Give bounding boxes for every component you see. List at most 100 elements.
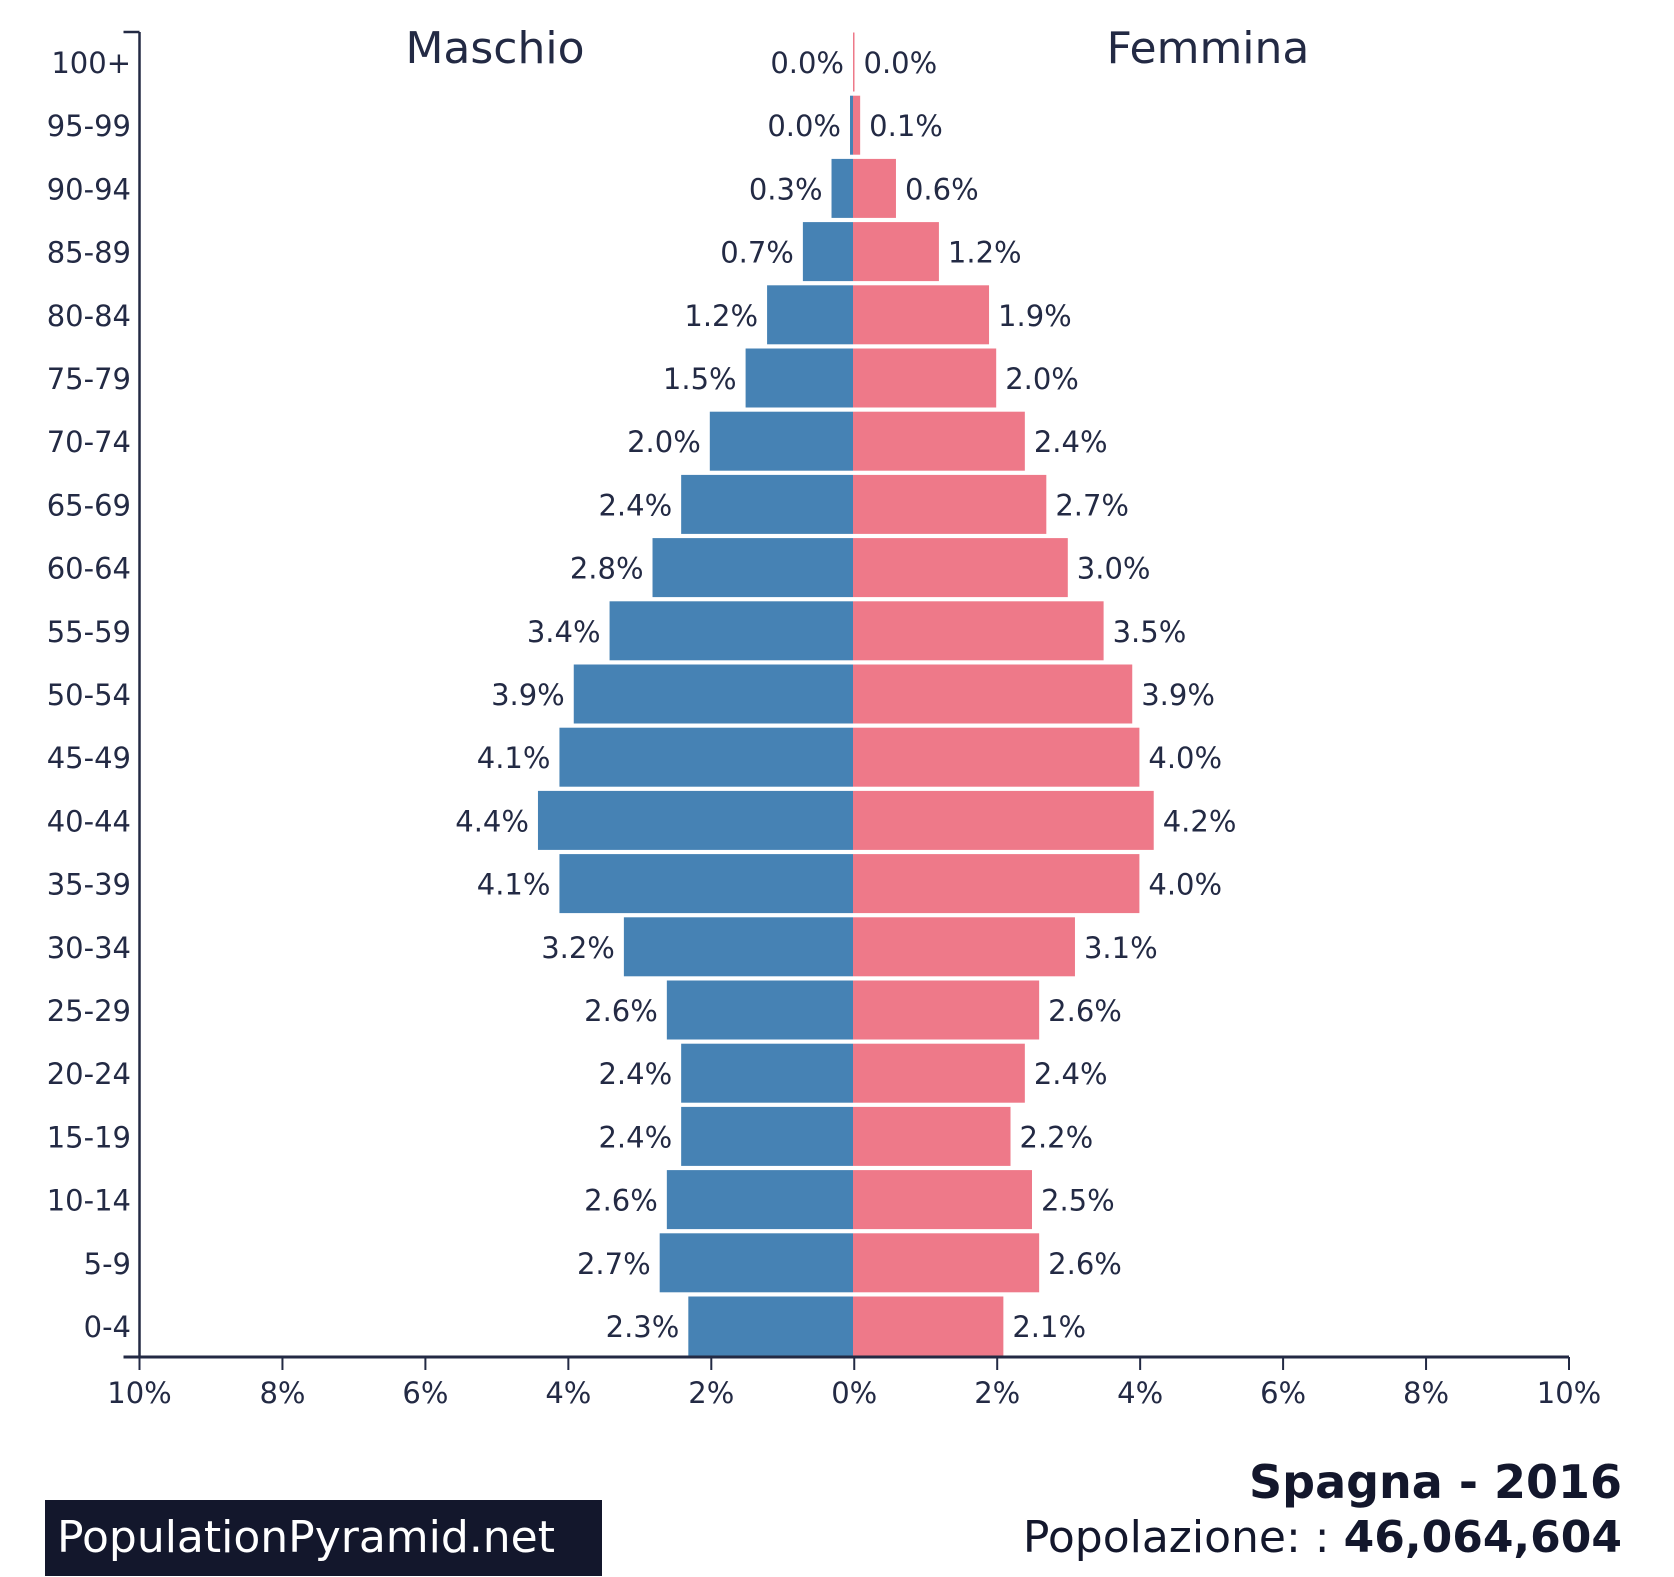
age-label: 80-84 [47,299,131,333]
bar-femmina [853,1233,1040,1293]
bar-femmina [853,411,1025,471]
bar-femmina [853,285,990,345]
value-label-maschio: 2.3% [606,1310,680,1344]
age-label: 85-89 [47,236,131,270]
bar-maschio [659,1233,853,1293]
age-label: 15-19 [47,1120,131,1154]
value-label-femmina: 0.1% [869,109,943,143]
bar-maschio [767,285,853,345]
value-label-femmina: 3.5% [1113,615,1187,649]
bar-femmina [853,917,1075,977]
value-label-maschio: 0.7% [720,236,794,270]
age-label: 20-24 [47,1057,131,1091]
x-tick-label: 4% [545,1376,591,1410]
value-label-maschio: 2.6% [584,1184,658,1218]
value-label-maschio: 1.5% [663,362,737,396]
value-label-maschio: 0.3% [749,172,823,206]
bar-maschio [652,538,853,598]
bar-femmina [853,664,1133,724]
age-label: 40-44 [47,804,131,838]
value-label-femmina: 2.4% [1034,425,1108,459]
age-label: 70-74 [47,425,131,459]
value-label-maschio: 2.6% [584,994,658,1028]
value-label-maschio: 2.4% [598,1057,672,1091]
population-value: 46,064,604 [1343,1512,1622,1563]
x-tick-label: 10% [1537,1376,1601,1410]
x-tick-label: 2% [974,1376,1020,1410]
age-label: 0-4 [84,1310,131,1344]
x-tick-label: 10% [107,1376,171,1410]
bar-femmina [853,601,1104,661]
legend-maschio: Maschio [405,23,584,74]
x-tick-label: 8% [259,1376,305,1410]
age-label: 90-94 [47,172,131,206]
bar-femmina [853,32,855,92]
bar-femmina [853,1106,1011,1166]
value-label-maschio: 3.4% [527,615,601,649]
bar-maschio [688,1296,853,1356]
value-label-maschio: 4.4% [455,804,529,838]
bar-femmina [853,158,896,218]
value-label-maschio: 2.8% [570,552,644,586]
bar-maschio [537,790,853,850]
bar-femmina [853,1296,1004,1356]
value-label-femmina: 2.6% [1048,994,1122,1028]
value-label-maschio: 0.0% [767,109,841,143]
value-label-maschio: 2.7% [577,1247,651,1281]
value-label-femmina: 4.2% [1163,804,1237,838]
value-label-maschio: 1.2% [684,299,758,333]
legend-femmina: Femmina [1107,23,1310,74]
bar-femmina [853,980,1040,1040]
x-tick-label: 2% [688,1376,734,1410]
bar-maschio [850,95,853,155]
value-label-femmina: 2.1% [1012,1310,1086,1344]
age-label: 55-59 [47,615,131,649]
value-label-femmina: 3.9% [1141,678,1215,712]
value-label-femmina: 2.4% [1034,1057,1108,1091]
bar-maschio [681,474,853,534]
bar-maschio [666,1170,853,1230]
x-tick-label: 6% [402,1376,448,1410]
value-label-femmina: 3.1% [1084,931,1158,965]
value-label-maschio: 4.1% [477,741,551,775]
value-label-femmina: 2.6% [1048,1247,1122,1281]
value-label-femmina: 1.2% [948,236,1022,270]
value-label-femmina: 4.0% [1148,741,1222,775]
value-label-maschio: 2.4% [598,1120,672,1154]
age-label: 75-79 [47,362,131,396]
chart-title: Spagna - 2016 [1249,1455,1622,1509]
brand-logo[interactable]: PopulationPyramid.net [45,1500,602,1576]
age-label: 60-64 [47,552,131,586]
bar-maschio [831,158,853,218]
population-pyramid-chart: Maschio Femmina 100+ 0.0% 0.0% 95-99 0.0% 0.1% 9… [47,23,1602,1410]
value-label-femmina: 2.0% [1005,362,1079,396]
age-label: 65-69 [47,488,131,522]
bar-femmina [853,222,939,282]
bar-femmina [853,348,997,408]
bar-maschio [709,411,853,471]
value-label-femmina: 2.7% [1055,488,1129,522]
bar-femmina [853,95,861,155]
value-label-maschio: 3.9% [491,678,565,712]
value-label-maschio: 3.2% [541,931,615,965]
bar-maschio [681,1043,853,1103]
value-label-femmina: 1.9% [998,299,1072,333]
bar-maschio [609,601,853,661]
x-tick-label: 0% [831,1376,877,1410]
age-label: 35-39 [47,868,131,902]
age-label: 10-14 [47,1184,131,1218]
bar-maschio [681,1106,853,1166]
age-label: 25-29 [47,994,131,1028]
age-label: 30-34 [47,931,131,965]
bar-femmina [853,790,1154,850]
age-label: 5-9 [84,1247,131,1281]
age-label: 50-54 [47,678,131,712]
value-label-maschio: 0.0% [770,46,844,80]
value-label-femmina: 3.0% [1077,552,1151,586]
population-label: Popolazione: : [1022,1512,1330,1563]
bar-femmina [853,1043,1025,1103]
value-label-femmina: 2.5% [1041,1184,1115,1218]
age-label: 100+ [51,46,131,80]
x-tick-label: 4% [1117,1376,1163,1410]
bar-maschio [559,727,853,787]
